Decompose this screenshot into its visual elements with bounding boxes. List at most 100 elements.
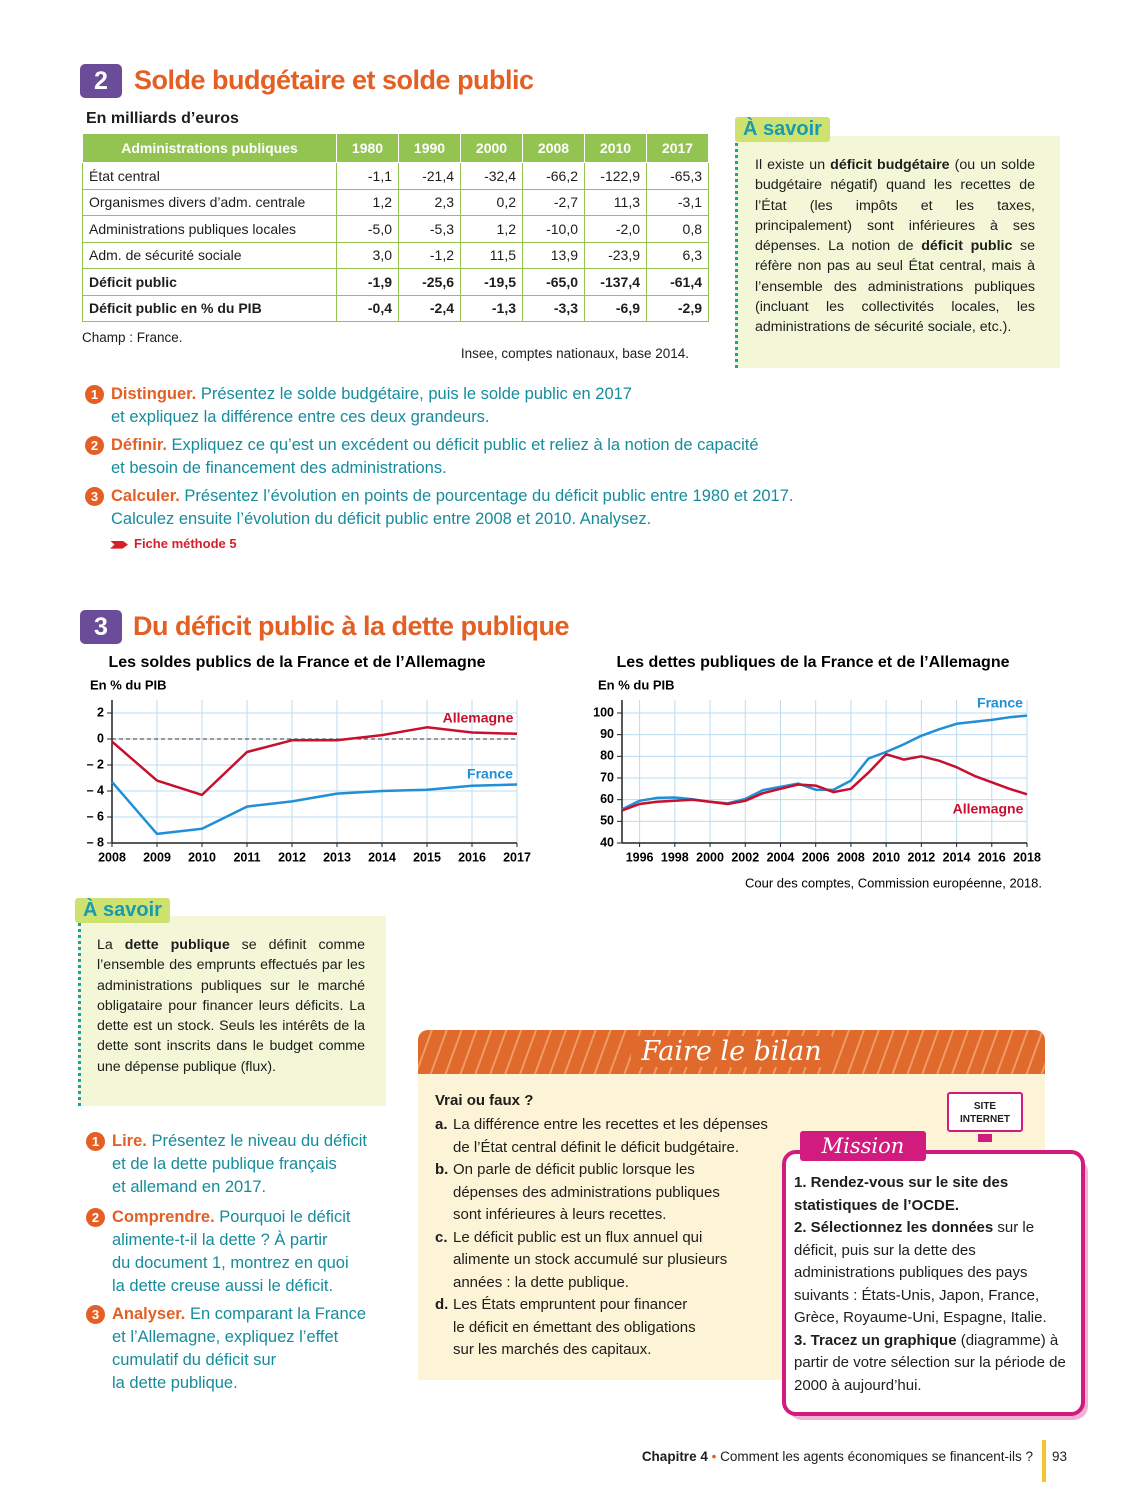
table-note: Champ : France. — [82, 330, 183, 345]
table-cell: -122,9 — [584, 162, 647, 190]
x-tick-label: 2008 — [837, 850, 865, 864]
info-box-text: La dette publique se définit comme l’ens… — [97, 935, 365, 1077]
info-box — [78, 916, 386, 1106]
question-text: et expliquez la différence entre ces deu… — [111, 408, 490, 426]
question-text: et besoin de financement des administrat… — [111, 459, 447, 477]
x-tick-label: 2012 — [278, 850, 306, 864]
bold-text: 2. Sélectionnez les données — [794, 1219, 994, 1236]
item-text: Les États empruntent pour financer — [453, 1296, 688, 1313]
y-tick-label: 50 — [600, 814, 614, 828]
table-row: Déficit public -1,9 -25,6 -19,5 -65,0 -137,4-… — [82, 268, 709, 296]
question-text: Présentez le solde budgétaire, puis le s… — [200, 385, 632, 403]
series-line — [621, 752, 1028, 812]
section-title: Du déficit public à la dette publique — [133, 611, 570, 641]
footer: Chapitre 4 • Comment les agents économiq… — [642, 1449, 1033, 1464]
summary-item: c. Le déficit public est un flux annuel q… — [435, 1227, 768, 1295]
question-text: Pourquoi le déficit — [219, 1208, 351, 1226]
row-label: État central — [82, 162, 337, 190]
bold-text: déficit budgétaire — [830, 157, 950, 173]
item-text: Le déficit public est un flux annuel qui — [453, 1228, 703, 1246]
x-tick-label: 2010 — [872, 850, 900, 864]
table-row: Adm. de sécurité sociale 3,0 -1,2 11,5 13,9-… — [82, 241, 709, 269]
table-cell: -0,4 — [336, 294, 399, 322]
table-cell: 3,0 — [336, 241, 399, 269]
table-cell: 1,2 — [460, 215, 523, 243]
table-row: Administrations publiques locales -5,0 -5,… — [82, 215, 709, 243]
question-number: 2 — [85, 436, 104, 455]
mission-item: 3. Tracez un graphique (diagramme) à par… — [794, 1330, 1066, 1398]
y-tick-label: – 8 — [87, 835, 104, 849]
item-text: alimente un stock accumulé sur plusieurs — [453, 1251, 728, 1268]
text: Il existe un — [755, 157, 831, 173]
table-cell: -2,4 — [398, 294, 461, 322]
column-header: Administrations publiques — [82, 133, 337, 163]
x-tick-label: 2015 — [413, 850, 441, 864]
column-header: 2017 — [646, 133, 709, 163]
section-number: 3 — [80, 610, 122, 644]
table-cell: 13,9 — [522, 241, 585, 269]
table-cell: -61,4 — [646, 268, 709, 296]
item-letter: c. — [435, 1228, 448, 1246]
question-number: 3 — [85, 487, 104, 506]
chapter-title: Comment les agents économiques se financ… — [720, 1449, 1033, 1464]
column-header: 1990 — [398, 133, 461, 163]
item-letter: a. — [435, 1116, 448, 1133]
table-row: État central -1,1 -21,4 -32,4 -66,2 -122,9 -65… — [82, 162, 709, 190]
x-tick-label: 2009 — [143, 850, 171, 864]
table-cell: -32,4 — [460, 162, 523, 190]
chart-title: Les dettes publiques de la France et de … — [617, 654, 1010, 671]
method-link: Fiche méthode 5 — [110, 536, 237, 551]
series-line — [111, 726, 518, 797]
bold-text: 3. Tracez un graphique — [794, 1331, 957, 1349]
question-label: Lire. — [112, 1132, 147, 1150]
question-text: la dette publique. — [112, 1374, 238, 1392]
y-tick-label: 100 — [593, 705, 614, 719]
section-number: 2 — [80, 64, 122, 98]
summary-title-text: Faire le bilan — [631, 1036, 832, 1067]
x-tick-label: 2016 — [978, 850, 1006, 864]
table-cell: 6,3 — [646, 241, 709, 269]
item-text: La différence entre les recettes et les … — [453, 1116, 768, 1133]
table-cell: -5,0 — [336, 215, 399, 243]
info-box — [735, 136, 1060, 368]
y-tick-label: 2 — [97, 705, 104, 719]
question-number: 3 — [86, 1305, 105, 1324]
x-tick-label: 2008 — [98, 850, 126, 864]
row-label: Organismes divers d’adm. centrale — [82, 188, 337, 216]
mission-item: 2. Sélectionnez les données sur le défic… — [794, 1217, 1066, 1330]
column-header: 1980 — [336, 133, 399, 163]
mission-items: 1. Rendez-vous sur le site des statistiq… — [794, 1172, 1066, 1397]
text: La — [97, 937, 125, 953]
item-letter: d. — [435, 1296, 449, 1313]
summary-item: b. On parle de déficit public lorsque les… — [435, 1159, 768, 1227]
info-box-title: À savoir — [75, 898, 170, 923]
question: 3 Calculer. Présentez l’évolution en poin… — [85, 485, 793, 531]
question-label: Définir. — [111, 436, 167, 454]
table-cell: 2,3 — [398, 188, 461, 216]
y-tick-label: 90 — [600, 727, 614, 741]
series-line — [621, 714, 1028, 811]
x-tick-label: 2010 — [188, 850, 216, 864]
table-cell: -19,5 — [460, 268, 523, 296]
page-number: 93 — [1052, 1449, 1068, 1464]
section-title: Solde budgétaire et solde public — [134, 65, 534, 95]
text: (ou un solde budgétaire négatif) quand l… — [755, 157, 1035, 255]
question-label: Calculer. — [111, 487, 180, 505]
table-cell: 0,2 — [460, 188, 523, 216]
x-tick-label: 2006 — [802, 850, 830, 864]
table-cell: -6,9 — [584, 294, 647, 322]
x-tick-label: 2014 — [943, 850, 971, 864]
x-tick-label: 2018 — [1013, 850, 1041, 864]
y-tick-label: – 2 — [87, 757, 104, 771]
text: sur le déficit, puis sur la dette des ad… — [794, 1219, 1047, 1326]
question-text: Présentez le niveau du déficit — [151, 1132, 368, 1150]
series-line — [111, 781, 518, 836]
question-number: 1 — [85, 385, 104, 404]
mission-box — [782, 1150, 1085, 1416]
table-cell: -1,9 — [336, 268, 399, 296]
question-number: 1 — [86, 1132, 105, 1151]
series-label: France — [467, 766, 513, 782]
table-cell: -5,3 — [398, 215, 461, 243]
x-tick-label: 2017 — [503, 850, 531, 864]
